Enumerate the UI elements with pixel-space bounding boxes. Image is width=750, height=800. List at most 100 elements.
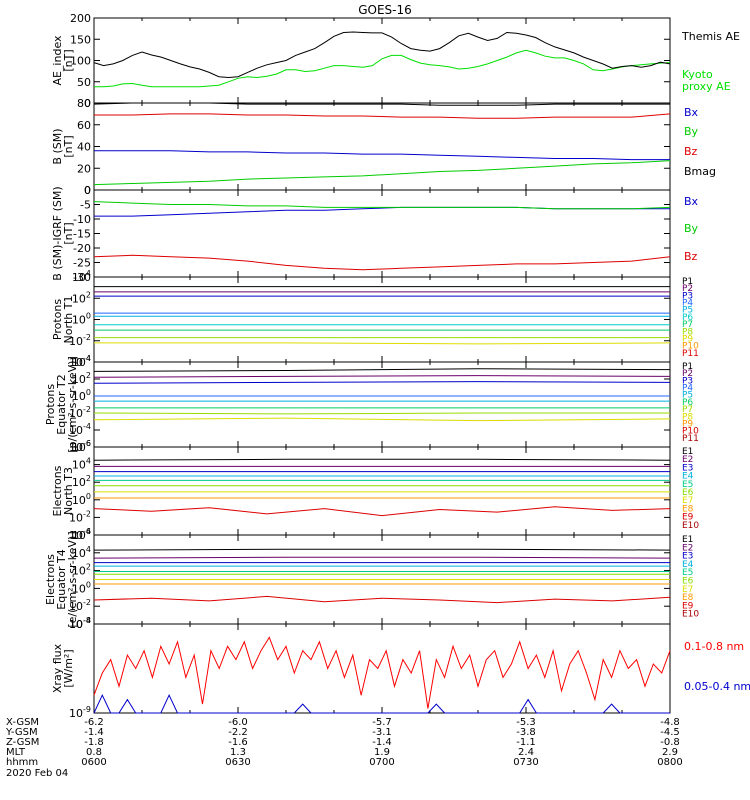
legend-e9: E9: [682, 601, 694, 611]
y-tick-label: -20: [73, 242, 91, 255]
ephemeris-value: 0700: [369, 757, 394, 768]
legend-bz: Bz: [684, 145, 698, 158]
ephemeris-value: -0.8: [660, 737, 680, 748]
legend-p10: P10: [682, 427, 699, 437]
y-tick-label: -30: [73, 271, 91, 284]
tick-exponent: 2: [86, 371, 91, 380]
ephemeris-value: -5.7: [372, 717, 392, 728]
tick-exponent: -4: [83, 527, 91, 536]
legend-kyoto-proxy-ae: proxy AE: [682, 80, 731, 93]
legend-e10: E10: [682, 610, 699, 620]
tick-exponent: -9: [83, 705, 91, 714]
ephemeris-value: -1.4: [84, 727, 104, 738]
ephemeris-value: -5.3: [516, 717, 536, 728]
legend-p7: P7: [682, 405, 693, 415]
legend-bmag: Bmag: [684, 165, 716, 178]
tick-exponent: 4: [86, 269, 91, 278]
ephemeris-value: -1.1: [516, 737, 536, 748]
plot-title: GOES-16: [358, 3, 412, 17]
y-axis-label: North T1: [62, 296, 75, 344]
legend-0-1-0-8-nm: 0.1-0.8 nm: [684, 640, 744, 653]
legend-bx: Bx: [684, 106, 699, 119]
tick-exponent: 2: [86, 563, 91, 572]
tick-exponent: 4: [86, 354, 91, 363]
ephemeris-value: 1.9: [374, 747, 390, 758]
y-axis-label: [p/(cm²-s-sr-keV)]: [66, 356, 79, 453]
legend-e7: E7: [682, 585, 693, 595]
ephemeris-value: -1.4: [372, 737, 392, 748]
ephemeris-date: 2020 Feb 04: [6, 768, 68, 779]
legend-e1: E1: [682, 447, 693, 457]
panel-frame: [93, 17, 671, 104]
ephemeris-table: X-GSMY-GSMZ-GSMMLThhmm-6.2-1.4-1.80.8060…: [5, 717, 683, 779]
y-axis-label: [nT]: [62, 49, 75, 71]
y-axis-label: Electrons: [51, 465, 64, 516]
legend-kyoto-proxy-ae: Kyoto: [682, 68, 713, 81]
legend-p11: P11: [682, 434, 699, 444]
legend-p2: P2: [682, 284, 693, 294]
legend-p4: P4: [682, 384, 693, 394]
y-tick-label: 106: [72, 439, 91, 454]
y-axis-label: [nT]: [62, 222, 75, 244]
y-tick-label: 60: [77, 119, 91, 132]
tick-exponent: 0: [86, 492, 91, 501]
ephemeris-label: hhmm: [6, 757, 38, 768]
y-tick-label: -15: [73, 228, 91, 241]
y-axis-label: AE_index: [51, 35, 64, 86]
y-tick-label: 0: [84, 97, 91, 110]
ephemeris-value: 0730: [513, 757, 538, 768]
series-line-bx: [94, 150, 670, 161]
y-axis-label: [e/(cm²-s-sr-keV)]: [66, 531, 79, 627]
tick-exponent: -8: [83, 616, 91, 625]
y-tick-label: 0: [84, 184, 91, 197]
panel-frame: [93, 361, 671, 448]
y-axis-label: Equator T4: [55, 549, 68, 609]
y-tick-label: 100: [70, 55, 91, 68]
ephemeris-label: Y-GSM: [5, 727, 38, 738]
ephemeris-value: -3.8: [516, 727, 536, 738]
legend-p6: P6: [682, 313, 693, 323]
series-line-p2: [93, 375, 671, 378]
y-axis-label: [W/m²]: [62, 649, 75, 687]
legend-p5: P5: [682, 306, 693, 316]
y-axis-label: Xray flux: [51, 643, 64, 693]
legend-p3: P3: [682, 376, 693, 386]
tick-exponent: 0: [86, 580, 91, 589]
y-tick-label: -10: [73, 213, 91, 226]
ephemeris-value: -1.6: [228, 737, 248, 748]
legend-e3: E3: [682, 463, 693, 473]
y-tick-label: -25: [73, 257, 91, 270]
tick-exponent: -2: [83, 598, 91, 607]
legend-e3: E3: [682, 552, 693, 562]
tick-exponent: -2: [83, 405, 91, 414]
legend-e5: E5: [682, 480, 693, 490]
panel-frame: [93, 623, 671, 714]
y-axis-label: B (SM)-IGRF (SM): [51, 186, 64, 280]
legend-e4: E4: [682, 472, 694, 482]
ephemeris-value: 0.8: [86, 747, 102, 758]
panel-frame: [93, 276, 671, 363]
legend-e7: E7: [682, 496, 693, 506]
tick-exponent: 2: [86, 474, 91, 483]
y-tick-label: 0: [84, 184, 91, 197]
legend-p1: P1: [682, 277, 693, 287]
ephemeris-value: -2.2: [228, 727, 248, 738]
y-axis-label: Protons: [44, 384, 57, 425]
series-line-bz: [94, 113, 671, 119]
ephemeris-value: -6.0: [228, 717, 248, 728]
legend-p3: P3: [682, 291, 693, 301]
legend-by: By: [684, 125, 699, 138]
legend-p7: P7: [682, 320, 693, 330]
ephemeris-label: Z-GSM: [6, 737, 39, 748]
y-tick-label: 80: [77, 97, 91, 110]
legend-e8: E8: [682, 593, 694, 603]
tick-exponent: 6: [86, 439, 91, 448]
y-axis-label: [nT]: [62, 135, 75, 157]
legend-bx: Bx: [684, 195, 699, 208]
series-line-p7: [93, 412, 670, 415]
legend-by: By: [684, 222, 699, 235]
series-line-bz: [93, 254, 671, 271]
y-tick-label: 50: [77, 76, 91, 89]
